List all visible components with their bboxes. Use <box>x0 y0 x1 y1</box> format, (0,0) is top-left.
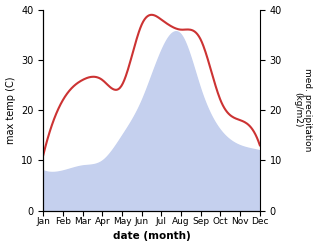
Y-axis label: med. precipitation
(kg/m2): med. precipitation (kg/m2) <box>293 68 313 152</box>
X-axis label: date (month): date (month) <box>113 231 190 242</box>
Y-axis label: max temp (C): max temp (C) <box>5 76 16 144</box>
